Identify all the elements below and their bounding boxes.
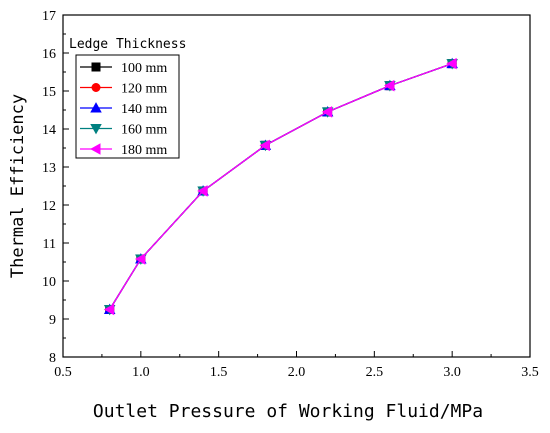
x-tick-label: 1.5 xyxy=(210,365,228,380)
y-tick-label: 15 xyxy=(42,85,56,100)
y-axis-title: Thermal Efficiency xyxy=(8,94,28,278)
data-point xyxy=(384,79,395,92)
x-tick-label: 2.5 xyxy=(366,365,384,380)
x-tick-label: 3.0 xyxy=(443,365,461,380)
legend-label: 100 mm xyxy=(121,61,167,76)
legend-marker xyxy=(91,83,101,93)
y-tick-label: 11 xyxy=(43,237,56,252)
legend-marker xyxy=(91,62,101,72)
axis-ticks: 0.5 1.0 1.5 2.0 2.5 3.0 3.5 8 9 10 11 12 13 14 15 16 17 xyxy=(42,9,539,380)
legend: Ledge Thickness 100 mm 120 mm 140 mm 160 mm 1… xyxy=(69,37,186,159)
legend-label: 180 mm xyxy=(121,143,167,158)
x-axis-title: Outlet Pressure of Working Fluid/MPa xyxy=(93,401,483,422)
y-tick-label: 16 xyxy=(42,47,56,62)
y-tick-label: 12 xyxy=(42,199,56,214)
y-tick-label: 13 xyxy=(42,161,56,176)
legend-label: 160 mm xyxy=(121,123,167,138)
x-tick-label: 0.5 xyxy=(54,365,72,380)
legend-marker xyxy=(90,143,101,155)
y-tick-label: 14 xyxy=(42,123,56,138)
legend-title: Ledge Thickness xyxy=(69,37,186,52)
data-point xyxy=(321,106,333,118)
y-tick-label: 8 xyxy=(49,351,56,366)
data-point xyxy=(103,303,115,316)
plot-frame xyxy=(62,14,531,358)
data-point xyxy=(446,57,457,70)
y-tick-label: 17 xyxy=(42,9,56,24)
legend-box xyxy=(75,54,180,159)
y-tick-label: 10 xyxy=(42,275,56,290)
x-tick-label: 3.5 xyxy=(521,365,539,380)
legend-label: 140 mm xyxy=(121,102,167,117)
series-group xyxy=(103,57,458,316)
legend-marker xyxy=(90,102,102,113)
data-point xyxy=(197,185,208,197)
legend-marker xyxy=(90,124,102,135)
legend-label: 120 mm xyxy=(121,82,167,97)
x-tick-label: 2.0 xyxy=(288,365,306,380)
y-tick-label: 9 xyxy=(49,313,56,328)
x-tick-label: 1.0 xyxy=(132,365,150,380)
data-point xyxy=(259,139,270,152)
data-point xyxy=(134,253,146,265)
